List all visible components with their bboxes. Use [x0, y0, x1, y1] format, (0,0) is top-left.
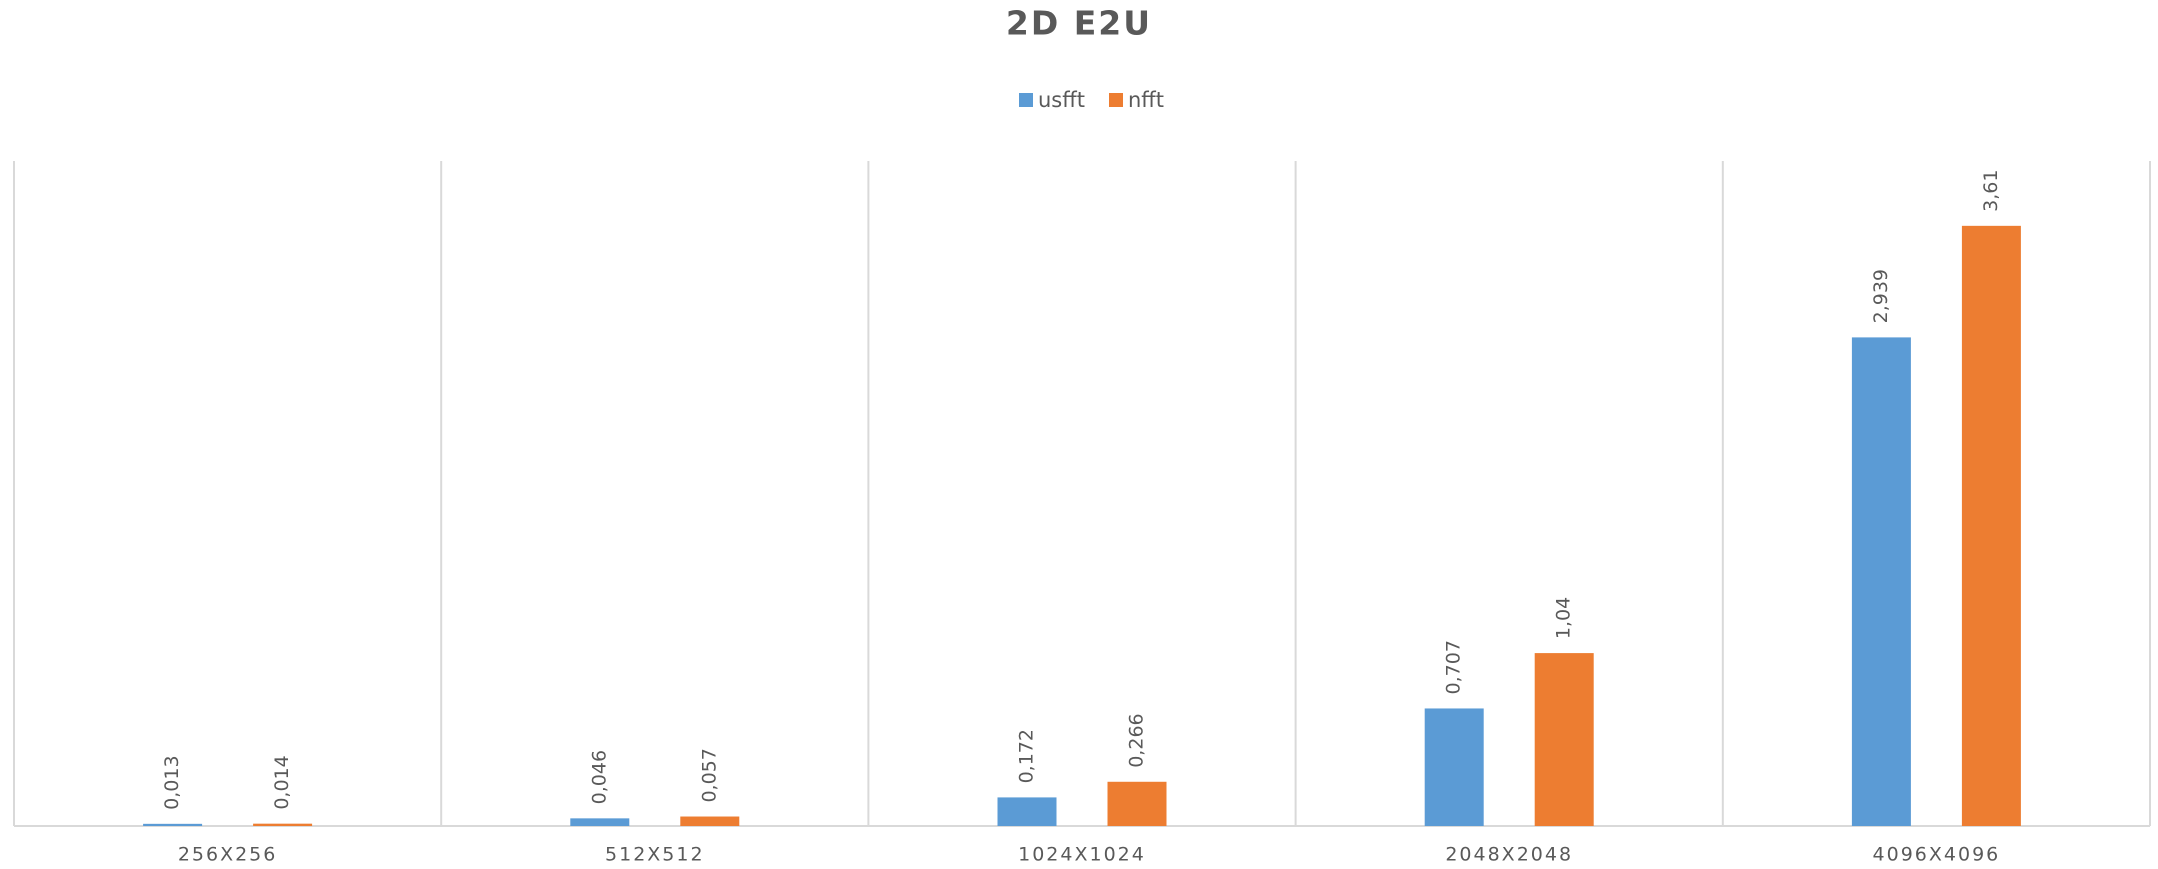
bar [1534, 653, 1594, 826]
data-label: 0,707 [1443, 640, 1465, 694]
bar [143, 823, 203, 826]
bar [570, 818, 630, 826]
data-label: 0,013 [161, 755, 183, 809]
x-tick-label: 1024X1024 [1018, 844, 1146, 866]
legend-label: nfft [1128, 88, 1164, 112]
bar [680, 816, 740, 826]
bar [1851, 337, 1911, 826]
data-label: 0,014 [271, 755, 293, 809]
legend-swatch [1019, 93, 1033, 107]
data-label: 0,057 [698, 748, 720, 802]
x-tick-label: 512X512 [605, 844, 705, 866]
legend-label: usfft [1038, 88, 1085, 112]
data-label: 3,61 [1980, 170, 2002, 212]
data-label: 0,172 [1016, 729, 1038, 783]
bar [997, 797, 1057, 826]
chart-title: 2D E2U [1006, 4, 1152, 43]
data-label: 0,046 [588, 750, 610, 804]
data-label: 2,939 [1870, 269, 1892, 323]
legend-swatch [1109, 93, 1123, 107]
data-label: 1,04 [1553, 597, 1575, 639]
x-tick-label: 256X256 [178, 844, 278, 866]
bar [1107, 781, 1167, 826]
data-label: 0,266 [1126, 713, 1148, 767]
x-tick-label: 4096X4096 [1873, 844, 2001, 866]
bar [1961, 225, 2021, 826]
x-tick-label: 2048X2048 [1445, 844, 1573, 866]
bar [1424, 708, 1484, 826]
bar [253, 823, 313, 826]
